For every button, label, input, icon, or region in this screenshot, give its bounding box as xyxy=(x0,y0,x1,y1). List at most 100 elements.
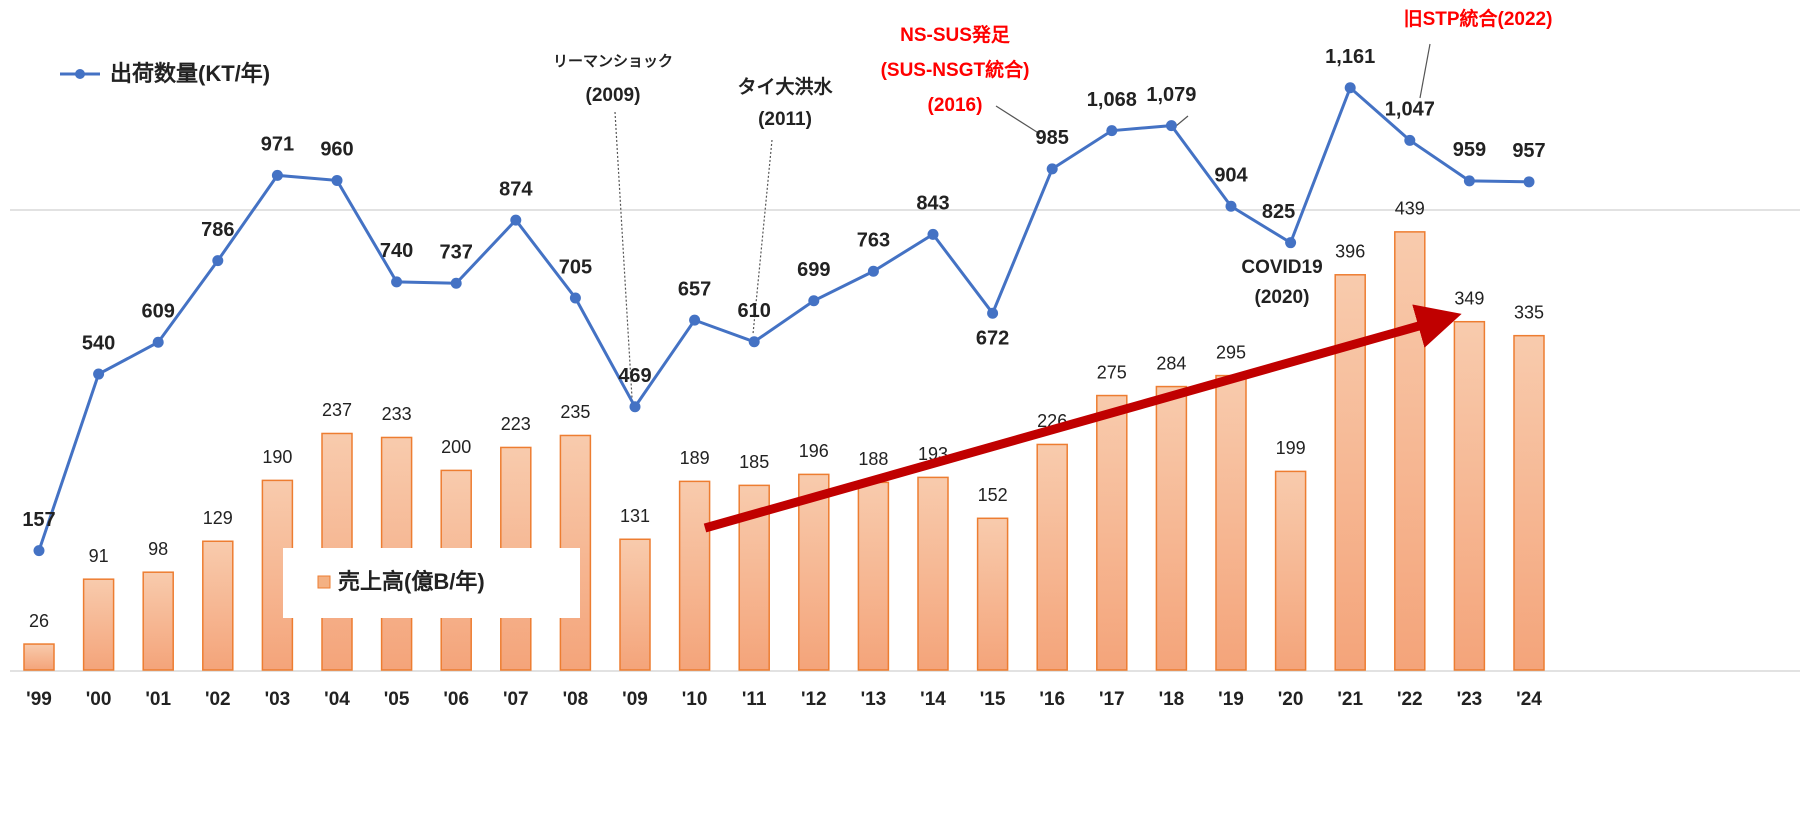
line-value-label: 786 xyxy=(201,219,234,241)
bar-value-label: 439 xyxy=(1395,199,1425,219)
annotation: (SUS-NSGT統合) xyxy=(881,58,1030,81)
bar-value-label: 129 xyxy=(203,508,233,528)
bar xyxy=(1274,470,1307,671)
line-marker xyxy=(867,265,879,277)
x-tick-label: '13 xyxy=(861,689,887,710)
x-tick-label: '15 xyxy=(980,689,1006,710)
x-tick-label: '12 xyxy=(801,689,827,710)
annotation: (2009) xyxy=(586,85,641,106)
line-marker xyxy=(1404,134,1416,146)
bar xyxy=(1096,394,1128,671)
line-value-label: 985 xyxy=(1036,127,1069,149)
line-value-label: 705 xyxy=(559,256,592,278)
bar-value-label: 152 xyxy=(978,485,1008,505)
line-marker xyxy=(1046,163,1058,175)
bar xyxy=(678,480,711,671)
line-value-label: 825 xyxy=(1262,201,1295,223)
bar-value-label: 190 xyxy=(262,447,292,467)
line-marker xyxy=(927,228,939,240)
line-marker xyxy=(93,368,105,380)
bar xyxy=(857,481,890,671)
line-value-label: 657 xyxy=(678,278,711,300)
bar-value-label: 233 xyxy=(382,404,412,424)
line-marker xyxy=(1344,82,1356,94)
bar-value-label: 26 xyxy=(29,611,49,631)
line-value-label: 1,079 xyxy=(1146,84,1196,106)
bar xyxy=(82,578,115,671)
line-marker xyxy=(1523,176,1535,188)
annotation: COVID19 xyxy=(1241,257,1322,278)
line-value-label: 960 xyxy=(320,139,353,161)
x-tick-label: '14 xyxy=(920,689,946,710)
line-value-label: 540 xyxy=(82,332,115,354)
bar-value-label: 200 xyxy=(441,437,471,457)
line-legend-label: 出荷数量(KT/年) xyxy=(110,61,270,86)
bar xyxy=(619,538,651,671)
bar-value-label: 349 xyxy=(1454,288,1484,308)
bar-value-label: 223 xyxy=(501,414,531,434)
annotation: (2020) xyxy=(1255,287,1310,308)
bar-legend-box xyxy=(283,548,580,618)
bar-value-label: 196 xyxy=(799,441,829,461)
bar-value-label: 199 xyxy=(1276,438,1306,458)
line-value-label: 672 xyxy=(976,327,1009,349)
line-value-label: 737 xyxy=(440,242,473,264)
bar xyxy=(1513,334,1545,671)
annotation: リーマンショック xyxy=(553,53,673,70)
bar xyxy=(202,540,234,671)
x-tick-label: '99 xyxy=(26,689,52,710)
bar-value-label: 237 xyxy=(322,400,352,420)
x-tick-label: '17 xyxy=(1099,689,1125,710)
bar-value-label: 98 xyxy=(148,539,168,559)
bar-value-label: 335 xyxy=(1514,302,1544,322)
bar xyxy=(1334,274,1366,671)
line-value-label: 469 xyxy=(618,365,651,387)
line-marker xyxy=(212,255,224,267)
bar xyxy=(142,571,174,671)
line-value-label: 157 xyxy=(22,509,55,531)
bar xyxy=(976,517,1009,671)
line-value-label: 874 xyxy=(499,178,533,200)
bar-legend-label: 売上高(億B/年) xyxy=(338,569,485,594)
trend-arrow xyxy=(703,304,1462,533)
line-marker xyxy=(569,292,581,304)
x-tick-label: '23 xyxy=(1457,689,1483,710)
line-value-label: 904 xyxy=(1214,165,1248,187)
line-marker xyxy=(450,277,462,289)
x-tick-label: '08 xyxy=(563,689,589,710)
line-value-label: 971 xyxy=(261,134,294,156)
line-marker xyxy=(510,214,522,226)
line-marker xyxy=(1225,200,1237,212)
line-marker xyxy=(1165,120,1177,132)
x-tick-label: '20 xyxy=(1278,689,1304,710)
line-marker xyxy=(331,174,343,186)
x-tick-label: '06 xyxy=(443,689,469,710)
bar xyxy=(1394,231,1426,671)
line-legend-marker xyxy=(75,69,85,79)
bar-value-label: 396 xyxy=(1335,242,1365,262)
bar-value-label: 185 xyxy=(739,452,769,472)
x-tick-label: '07 xyxy=(503,689,529,710)
line-value-label: 1,161 xyxy=(1325,46,1375,68)
bar-value-label: 235 xyxy=(560,402,590,422)
x-tick-label: '04 xyxy=(324,689,350,710)
annotation: タイ大洪水 xyxy=(737,75,833,98)
bar xyxy=(1453,320,1486,671)
annotation: 旧STP統合(2022) xyxy=(1404,7,1553,30)
bar-value-label: 275 xyxy=(1097,362,1127,382)
line-value-label: 740 xyxy=(380,240,413,262)
bar xyxy=(23,643,55,671)
bar xyxy=(917,476,949,671)
x-tick-label: '01 xyxy=(145,689,171,710)
line-value-label: 609 xyxy=(142,301,175,323)
bar xyxy=(1215,374,1247,671)
x-tick-label: '24 xyxy=(1516,689,1542,710)
line-marker xyxy=(1463,175,1475,187)
line-marker xyxy=(33,545,45,557)
line xyxy=(37,85,1530,552)
x-tick-label: '03 xyxy=(265,689,291,710)
x-tick-label: '21 xyxy=(1337,689,1363,710)
line-marker xyxy=(1106,125,1118,137)
bar-value-label: 189 xyxy=(680,448,710,468)
line-value-label: 959 xyxy=(1453,139,1486,161)
